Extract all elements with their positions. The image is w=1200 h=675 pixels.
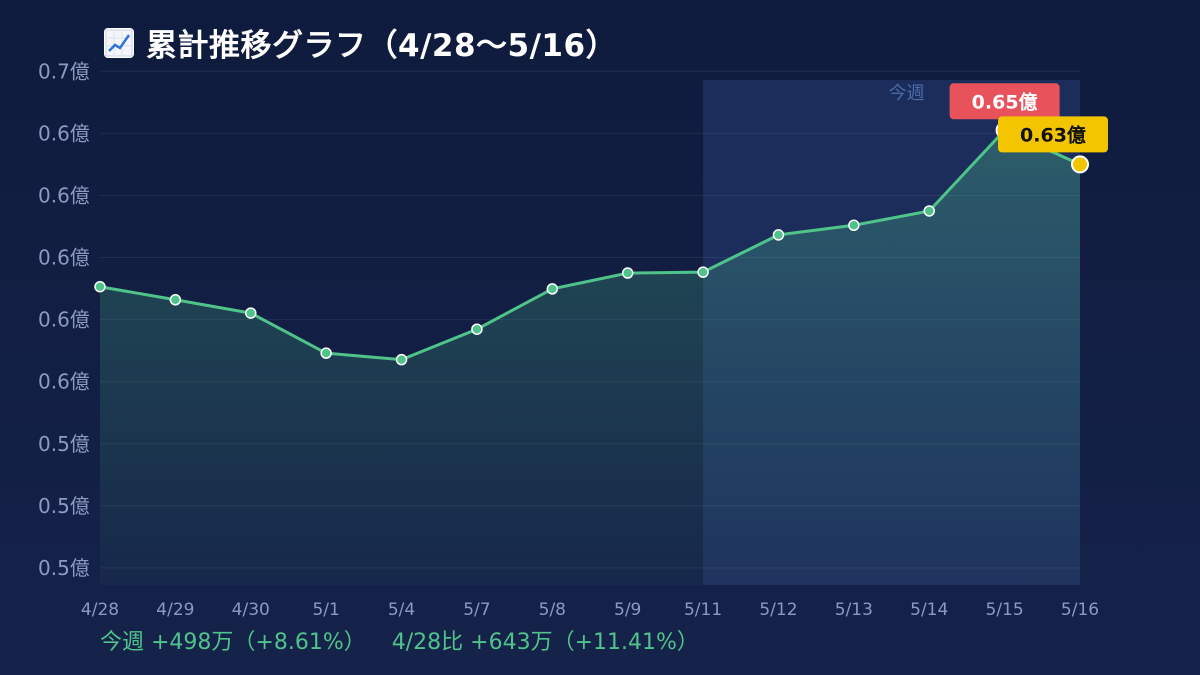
max-callout-box: [949, 83, 1060, 120]
data-point: [848, 219, 860, 232]
y-tick-label: 0.6億: [38, 183, 90, 207]
x-tick-label: 5/14: [910, 600, 948, 620]
data-point: [923, 205, 935, 217]
latest-callout-box: [998, 116, 1108, 153]
series-area: [100, 130, 1080, 586]
week-change-text: 今週 +498万（+8.61%）: [100, 630, 366, 655]
max-callout-label: 0.65億: [972, 90, 1038, 113]
y-tick-label: 0.5億: [38, 556, 90, 580]
x-tick-label: 4/29: [156, 600, 194, 620]
x-tick-label: 4/30: [232, 600, 270, 620]
latest-point: [1071, 155, 1089, 174]
x-tick-label: 5/4: [388, 600, 415, 620]
data-point: [245, 307, 257, 319]
x-tick-label: 5/13: [835, 600, 873, 620]
summary-row: 今週 +498万（+8.61%） 4/28比 +643万（+11.41%）: [100, 624, 699, 656]
y-tick-label: 0.7億: [38, 59, 90, 83]
data-point: [169, 294, 182, 306]
x-tick-label: 5/15: [986, 600, 1024, 620]
data-point: [697, 266, 709, 278]
data-point: [621, 267, 634, 279]
x-tick-label: 5/7: [463, 600, 490, 620]
y-tick-label: 0.6億: [38, 370, 90, 394]
x-tick-label: 4/28: [81, 600, 119, 620]
x-tick-label: 5/11: [684, 600, 722, 620]
since-start-change-text: 4/28比 +643万（+11.41%）: [391, 630, 699, 655]
data-point: [94, 280, 106, 293]
chart-title: 累計推移グラフ（4/28〜5/16）: [146, 28, 618, 64]
x-tick-label: 5/1: [312, 600, 339, 620]
x-tick-label: 5/8: [539, 600, 566, 620]
data-point: [772, 229, 785, 241]
data-point: [471, 323, 483, 335]
data-point: [546, 283, 559, 295]
y-tick-label: 0.6億: [38, 308, 90, 332]
y-tick-label: 0.6億: [38, 246, 90, 270]
latest-callout-label: 0.63億: [1020, 123, 1086, 146]
y-tick-label: 0.5億: [38, 432, 90, 456]
y-tick-label: 0.6億: [38, 121, 90, 145]
x-tick-label: 5/16: [1061, 600, 1099, 620]
x-tick-label: 5/12: [759, 600, 797, 620]
data-point: [320, 347, 332, 359]
chart-header: 累計推移グラフ（4/28〜5/16）: [104, 20, 617, 65]
chart-increasing-icon: [104, 27, 134, 58]
series-line: [99, 128, 1081, 362]
week-band-label: 今週: [889, 83, 925, 104]
data-point: [395, 353, 408, 366]
x-tick-label: 5/9: [614, 600, 641, 620]
y-tick-label: 0.5億: [38, 494, 90, 518]
